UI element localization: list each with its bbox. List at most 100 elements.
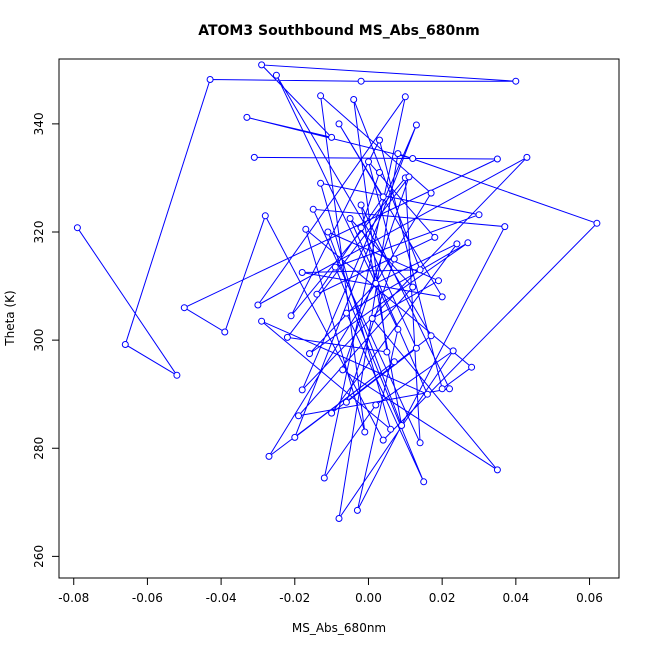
data-point xyxy=(427,189,435,197)
data-point xyxy=(258,61,266,69)
x-tick-label: 0.06 xyxy=(576,591,603,605)
data-point xyxy=(449,347,457,355)
x-tick-label: -0.04 xyxy=(206,591,237,605)
x-tick-label: -0.08 xyxy=(58,591,89,605)
data-point xyxy=(173,371,181,379)
x-axis: -0.08 -0.06 -0.04 -0.02 0.00 0.02 0.04 0.06 xyxy=(58,577,603,605)
data-point xyxy=(357,201,365,209)
data-point xyxy=(409,155,417,162)
y-tick-label: 320 xyxy=(32,221,46,244)
data-point xyxy=(379,193,387,201)
data-point xyxy=(401,93,409,101)
data-point xyxy=(416,439,424,447)
data-point xyxy=(353,506,361,514)
data-point xyxy=(258,317,266,325)
data-point xyxy=(283,333,291,341)
data-point xyxy=(405,173,413,181)
data-point xyxy=(368,315,376,322)
data-point xyxy=(376,169,383,176)
data-point xyxy=(390,255,398,263)
data-point xyxy=(390,358,398,366)
y-tick-label: 260 xyxy=(32,545,46,568)
data-point xyxy=(265,452,273,460)
data-point xyxy=(254,301,262,309)
y-tick-label: 340 xyxy=(32,112,46,135)
data-point xyxy=(339,366,347,374)
data-point xyxy=(501,223,509,231)
data-point xyxy=(121,341,129,348)
x-tick-label: 0.02 xyxy=(429,591,456,605)
data-point xyxy=(593,219,601,227)
y-axis: 260 280 300 320 340 xyxy=(32,112,60,568)
data-point xyxy=(73,224,81,232)
y-tick-label: 300 xyxy=(32,329,46,352)
data-point xyxy=(306,350,313,358)
data-point xyxy=(394,325,402,333)
data-point xyxy=(298,386,306,394)
y-axis-label: Theta (K) xyxy=(3,290,17,346)
data-point xyxy=(317,92,325,100)
x-tick-label: 0.00 xyxy=(355,591,382,605)
data-point xyxy=(335,120,343,128)
data-point xyxy=(357,77,365,85)
data-point xyxy=(357,224,365,232)
data-point xyxy=(291,433,299,441)
data-point xyxy=(287,312,295,320)
data-point xyxy=(420,478,428,486)
data-point xyxy=(431,233,439,241)
data-point xyxy=(365,158,372,166)
data-point xyxy=(423,390,431,398)
x-tick-label: -0.06 xyxy=(132,591,163,605)
data-point xyxy=(346,215,354,222)
data-point xyxy=(221,328,229,336)
data-point xyxy=(313,290,321,298)
data-point xyxy=(416,266,424,274)
data-point xyxy=(412,121,420,129)
data-point xyxy=(180,304,188,312)
x-tick-label: -0.02 xyxy=(279,591,310,605)
data-point xyxy=(493,466,501,474)
data-point xyxy=(342,309,350,317)
data-point xyxy=(446,385,453,393)
x-tick-label: 0.04 xyxy=(502,591,529,605)
data-point xyxy=(298,269,306,276)
data-point xyxy=(438,293,446,301)
data-point xyxy=(328,409,336,417)
data-point xyxy=(475,211,483,219)
data-point xyxy=(342,398,350,406)
data-point xyxy=(376,136,383,144)
data-point xyxy=(328,133,336,141)
data-point xyxy=(398,422,406,429)
data-point xyxy=(387,425,395,433)
data-point xyxy=(243,113,251,121)
data-point xyxy=(412,344,420,352)
data-point xyxy=(302,225,310,233)
data-point xyxy=(512,77,520,85)
series-layer xyxy=(73,61,601,522)
data-point xyxy=(453,240,461,248)
data-point xyxy=(438,385,446,393)
data-point xyxy=(250,153,258,161)
data-point xyxy=(272,71,280,79)
data-point xyxy=(435,277,442,285)
data-point xyxy=(523,153,531,161)
data-point xyxy=(383,348,391,356)
data-point xyxy=(350,96,358,103)
data-point xyxy=(427,332,435,340)
data-point xyxy=(379,436,387,444)
data-point xyxy=(317,179,325,187)
data-point xyxy=(295,412,302,420)
x-axis-label: MS_Abs_680nm xyxy=(292,621,386,635)
data-point xyxy=(320,474,328,482)
data-point xyxy=(464,239,472,247)
data-point xyxy=(331,263,339,271)
data-point xyxy=(468,363,476,371)
data-point xyxy=(394,150,402,158)
data-point xyxy=(361,428,369,436)
data-point xyxy=(206,76,214,83)
data-point xyxy=(409,283,417,291)
data-point xyxy=(309,205,317,213)
data-point xyxy=(493,155,501,163)
